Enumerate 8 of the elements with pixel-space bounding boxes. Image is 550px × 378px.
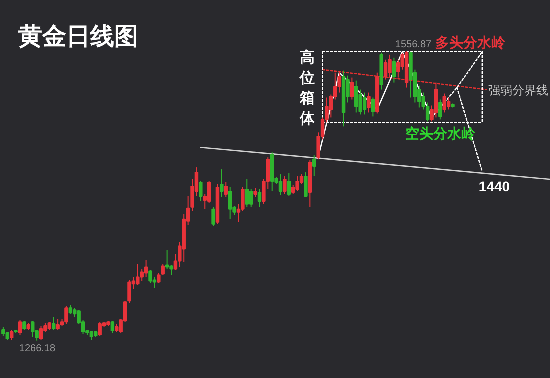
annotation: 空头分水岭	[406, 126, 476, 142]
chart-title: 黄金日线图	[18, 24, 138, 50]
annotation: 1440	[478, 178, 510, 194]
annotation: 1266.18	[19, 343, 56, 354]
annotation: 1556.87	[395, 40, 432, 51]
text: 多头分水岭	[436, 34, 506, 50]
annotation: 高位箱体	[299, 48, 316, 128]
annotation: 强弱分界线	[488, 84, 548, 98]
